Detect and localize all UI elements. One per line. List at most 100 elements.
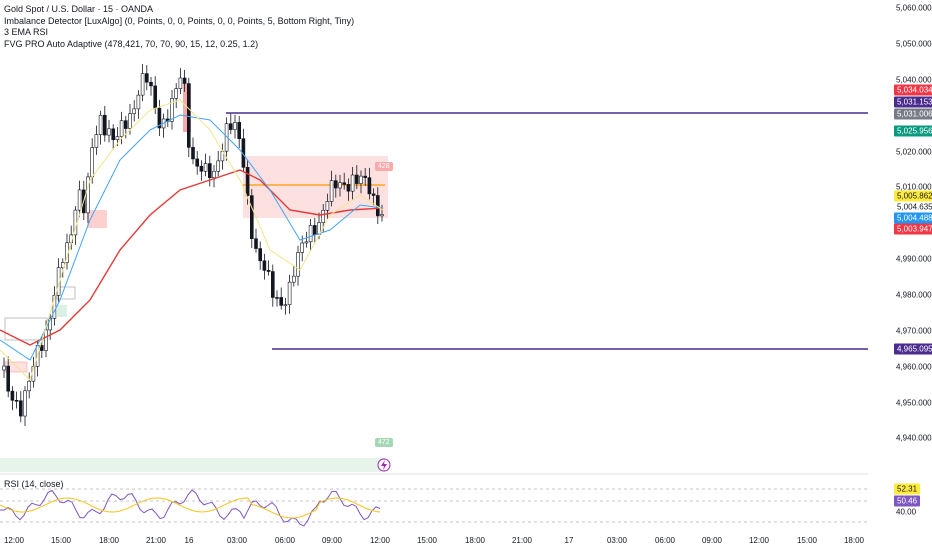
candle	[86, 176, 90, 214]
candle	[287, 281, 292, 306]
candle	[266, 270, 271, 272]
candle	[94, 134, 99, 148]
candle	[132, 108, 136, 114]
time-label: 18:00	[843, 536, 865, 545]
candle	[174, 88, 178, 99]
candle	[262, 260, 267, 271]
time-label: 12:00	[748, 536, 770, 545]
candle	[296, 252, 300, 277]
demand-zone	[0, 458, 385, 472]
candle	[14, 399, 19, 402]
candle	[212, 171, 216, 179]
rsi-line	[0, 489, 381, 527]
price-tick: 5,060.000	[896, 3, 932, 13]
candle	[103, 114, 107, 136]
candle	[333, 180, 338, 189]
candle	[115, 136, 120, 141]
candle	[27, 380, 32, 392]
candle	[52, 295, 57, 319]
price-badge: 5,031.006	[894, 108, 932, 120]
candle	[90, 147, 94, 178]
candle	[119, 120, 124, 137]
time-label: 09:00	[701, 536, 723, 545]
candle	[98, 114, 103, 135]
candle	[56, 267, 61, 296]
price-tick: 4,990.000	[896, 254, 932, 264]
price-badge: 5,004.488	[894, 212, 932, 224]
price-tick: 4,960.000	[896, 362, 932, 372]
price-axis[interactable]: 5,060.000 5,050.000 5,040.000 5,020.000 …	[868, 0, 932, 550]
candle	[245, 167, 250, 196]
time-label: 03:00	[606, 536, 628, 545]
price-tick: 5,020.000	[896, 147, 932, 157]
candle	[254, 238, 258, 249]
indicator-imbalance[interactable]: Imbalance Detector [LuxAlgo] (0, Points,…	[4, 15, 355, 26]
candle	[111, 128, 115, 141]
candle	[283, 304, 288, 307]
indicator-fvg-pro[interactable]: FVG PRO Auto Adaptive (478,421, 70, 70, …	[4, 38, 259, 49]
symbol-title[interactable]: Gold Spot / U.S. Dollar · 15 · OANDA	[4, 4, 154, 14]
candle	[354, 174, 359, 184]
price-badge: 5,034.034	[894, 84, 932, 96]
price-badge: 5,004.635	[894, 201, 932, 213]
candle	[233, 122, 237, 130]
time-label: 06:00	[654, 536, 676, 545]
time-axis[interactable]: 12:00 15:00 18:00 21:00 16 03:00 06:00 0…	[0, 530, 868, 550]
candle	[258, 248, 263, 262]
candle	[149, 81, 153, 87]
candle	[321, 210, 326, 223]
candle	[270, 271, 275, 298]
candle	[363, 175, 368, 178]
price-tick: 4,980.000	[896, 290, 932, 300]
candle	[329, 180, 334, 202]
candle	[191, 147, 195, 160]
price-badge: 5,005.862	[894, 190, 932, 202]
indicator-ema-rsi[interactable]: 3 EMA RSI	[4, 27, 49, 37]
price-badge: 5,031.153	[894, 96, 932, 108]
candle	[145, 73, 149, 83]
candle	[250, 195, 254, 239]
candle	[371, 193, 376, 196]
ema-fast-line	[0, 99, 384, 381]
candle	[367, 177, 372, 195]
candle	[136, 94, 141, 110]
candle	[325, 201, 330, 211]
rsi-legend[interactable]: RSI (14, close)	[4, 479, 64, 489]
fvg-tag-demand: 472	[375, 438, 393, 447]
candle	[195, 158, 199, 167]
time-label: 06:00	[274, 536, 296, 545]
price-badge: 5,003.947	[894, 223, 932, 235]
candle	[6, 365, 10, 392]
candle	[308, 225, 313, 243]
rsi-level: 40.00	[896, 507, 917, 517]
candle	[18, 400, 23, 417]
candle	[199, 165, 204, 172]
candle	[279, 297, 284, 306]
candle	[2, 365, 6, 371]
time-label: 16	[184, 536, 194, 545]
price-chart[interactable]	[0, 0, 868, 530]
fvg-box	[57, 305, 67, 317]
candle	[275, 297, 279, 299]
candle	[342, 182, 347, 185]
candle	[300, 242, 305, 253]
candle	[10, 390, 15, 401]
candle	[182, 77, 187, 84]
time-label: 18:00	[98, 536, 120, 545]
time-label: 03:00	[226, 536, 248, 545]
price-tick: 4,970.000	[896, 326, 932, 336]
candle	[23, 390, 27, 417]
candle	[203, 163, 208, 172]
candle	[237, 122, 241, 139]
candle	[216, 160, 220, 172]
candle	[39, 345, 44, 351]
candle	[312, 225, 317, 235]
ema-mid-line	[0, 114, 384, 361]
time-label: 15:00	[416, 536, 438, 545]
candle	[359, 175, 363, 184]
time-label: 12:00	[369, 536, 391, 545]
price-tick: 4,950.000	[896, 398, 932, 408]
fvg-tag-supply: 428	[375, 162, 393, 171]
candle	[178, 77, 183, 89]
time-label: 09:00	[321, 536, 343, 545]
